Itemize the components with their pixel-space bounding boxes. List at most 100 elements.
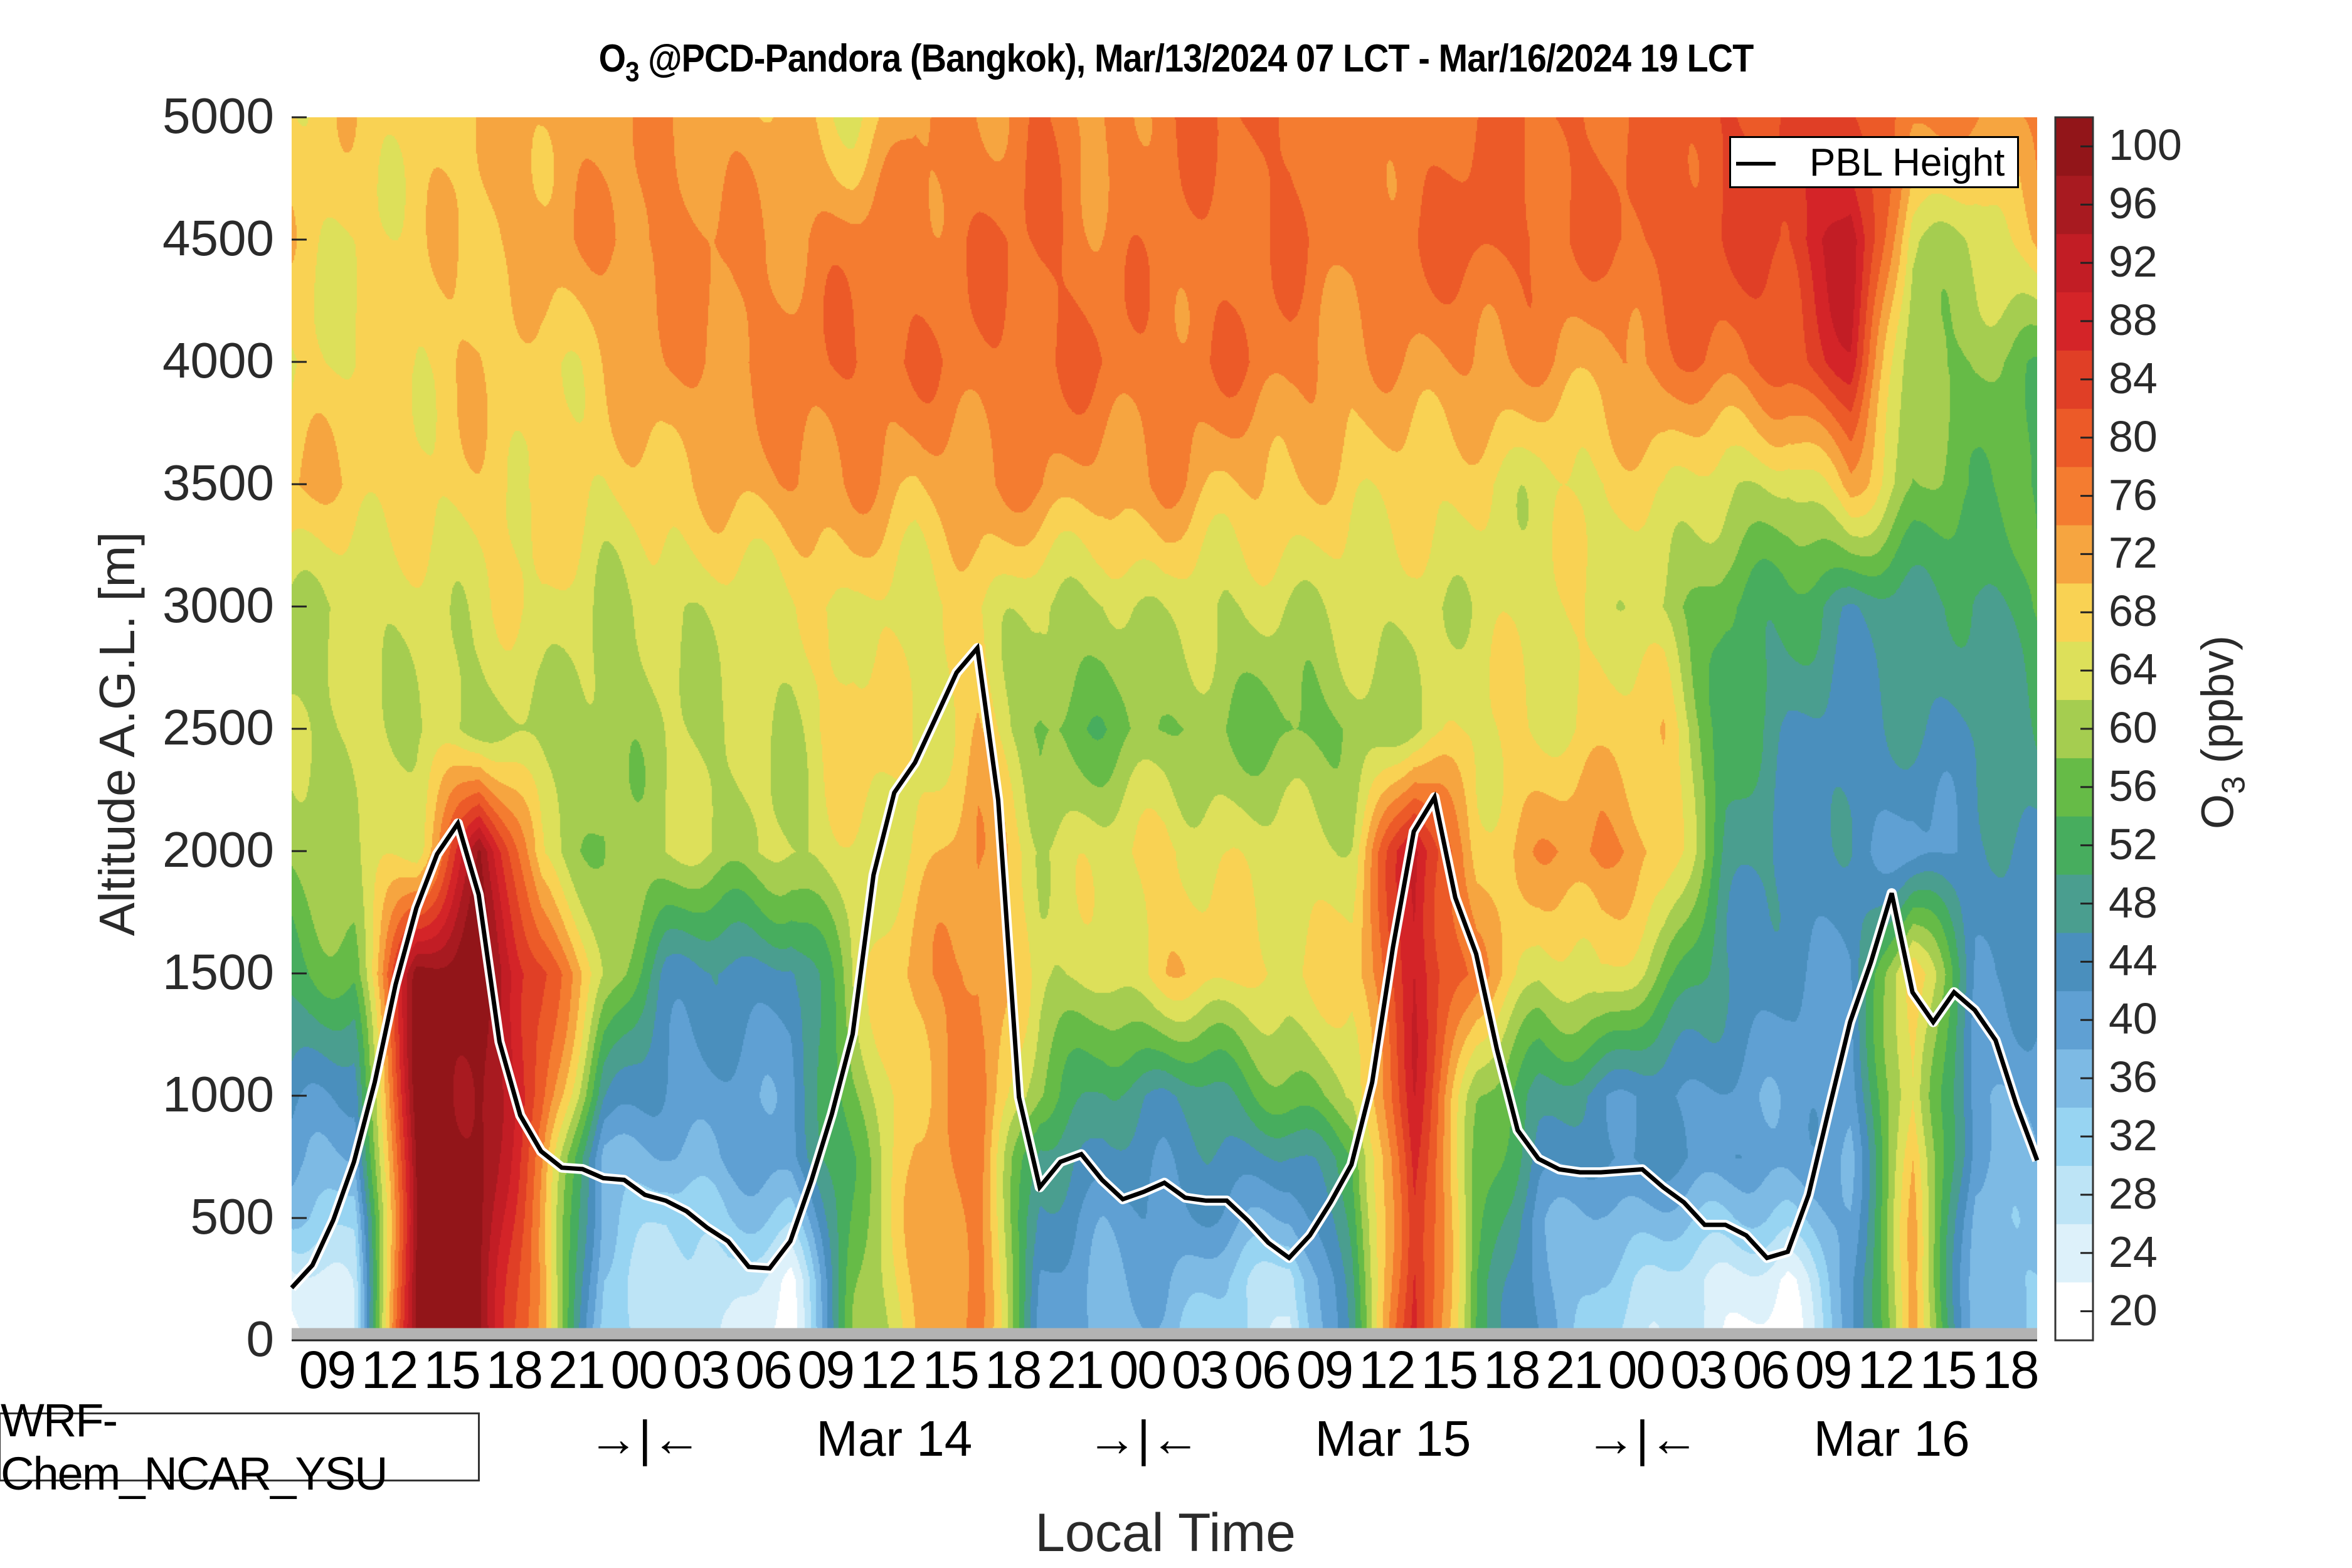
colorbar-tick-label: 36 [2109, 1052, 2158, 1102]
colorbar-tick-label: 60 [2109, 703, 2158, 752]
pbl-point [1308, 1234, 1311, 1237]
pbl-point [352, 1160, 356, 1163]
ground-mask [292, 1328, 2037, 1340]
pbl-point [809, 1180, 813, 1184]
y-tick-label: 1500 [162, 944, 274, 1000]
chart-title: O3 @PCD-Pandora (Bangkok), Mar/13/2024 0… [118, 36, 2235, 88]
pbl-point [768, 1266, 771, 1270]
pbl-point [664, 1199, 667, 1202]
pbl-point [851, 1032, 855, 1036]
pbl-point [1329, 1200, 1333, 1204]
colorbar-label-subscript: 3 [2215, 776, 2252, 795]
pbl-point [477, 893, 480, 896]
colorbar-tick-label: 92 [2109, 237, 2158, 287]
colorbar-tick-label: 32 [2109, 1111, 2158, 1160]
pbl-point [1952, 990, 1956, 994]
pbl-point [1807, 1193, 1811, 1197]
title-text: @PCD-Pandora (Bangkok), Mar/13/2024 07 L… [638, 37, 1754, 80]
pbl-point [518, 1113, 522, 1117]
x-tick-label: 15 [1919, 1340, 1977, 1399]
pbl-point [1724, 1223, 1727, 1227]
colorbar-tick-label: 28 [2109, 1168, 2158, 1218]
colorbar-tick-label: 24 [2109, 1227, 2158, 1276]
pbl-point [394, 983, 398, 987]
x-tick-label: 03 [672, 1340, 730, 1399]
pbl-point [1557, 1167, 1561, 1171]
x-tick-label: 06 [1732, 1340, 1790, 1399]
pbl-point [1100, 1178, 1104, 1182]
x-tick-label: 03 [1172, 1340, 1229, 1399]
pbl-point [373, 1081, 377, 1084]
colorbar [2054, 116, 2094, 1342]
colorbar-tick-label: 76 [2109, 470, 2158, 519]
colorbar-tick-label: 52 [2109, 819, 2158, 869]
colorbar-label: O3 (ppbv) [2192, 544, 2252, 921]
date-label: Mar 14 [816, 1411, 973, 1466]
pbl-point [1079, 1152, 1083, 1156]
pbl-point [1869, 960, 1873, 964]
ground-mask-strip [292, 1328, 2037, 1340]
pbl-height-series [288, 643, 2042, 1291]
x-tick-label: 12 [1359, 1340, 1416, 1399]
x-tick-label: 12 [361, 1340, 418, 1399]
x-tick-label: 06 [735, 1340, 792, 1399]
pbl-point [1973, 1009, 1977, 1012]
x-axis-label: Local Time [1035, 1503, 1296, 1563]
pbl-point [290, 1286, 294, 1290]
date-label: Mar 15 [1315, 1411, 1471, 1466]
pbl-point [581, 1167, 585, 1171]
pbl-point [1412, 830, 1416, 834]
x-tick-label: 18 [984, 1340, 1042, 1399]
pbl-point [643, 1193, 647, 1197]
pbl-point [1661, 1185, 1665, 1189]
x-tick-label: 00 [610, 1340, 668, 1399]
pbl-point [1453, 896, 1457, 899]
pbl-point [1225, 1199, 1229, 1202]
y-tick-label: 4000 [162, 332, 274, 388]
pbl-point [1184, 1196, 1187, 1200]
pbl-point [1619, 1169, 1623, 1173]
pbl-point [310, 1263, 314, 1267]
colorbar-tick-label: 80 [2109, 411, 2158, 461]
midnight-marker: →|← [1586, 1411, 1699, 1466]
colorbar-tick-label: 100 [2109, 120, 2182, 170]
pbl-point [1163, 1181, 1167, 1185]
colorbar-tick-label: 68 [2109, 586, 2158, 636]
colorbar-tick-label: 44 [2109, 936, 2158, 985]
y-tick-label: 3000 [162, 577, 274, 633]
pbl-point [1246, 1219, 1249, 1222]
colorbar-tick-label: 96 [2109, 179, 2158, 228]
y-tick-label: 2500 [162, 699, 274, 755]
pbl-point [1848, 1020, 1852, 1024]
pbl-point [706, 1226, 709, 1230]
pbl-point [1391, 945, 1395, 949]
pbl-point [1266, 1241, 1270, 1244]
colorbar-tick-label: 64 [2109, 645, 2158, 694]
pbl-point [1204, 1199, 1208, 1202]
title-species: O [598, 37, 626, 80]
x-tick-label: 12 [1857, 1340, 1914, 1399]
pbl-point [1765, 1256, 1769, 1260]
pbl-point [788, 1239, 792, 1243]
date-label: Mar 16 [1813, 1411, 1970, 1466]
pbl-point [1017, 1095, 1021, 1099]
x-tick-label: 03 [1670, 1340, 1727, 1399]
x-tick-label: 15 [1421, 1340, 1478, 1399]
model-name-box: WRF-Chem_NCAR_YSU [0, 1394, 480, 1500]
midnight-marker: →|← [1086, 1411, 1200, 1466]
pbl-line-halo [288, 643, 2042, 1291]
colorbar-tick-label: 88 [2109, 295, 2158, 344]
x-tick-label: 12 [860, 1340, 917, 1399]
pbl-point [684, 1209, 688, 1213]
x-tick-label: 00 [1109, 1340, 1167, 1399]
x-tick-label: 09 [299, 1340, 356, 1399]
pbl-point [1910, 990, 1914, 994]
y-tick-label: 5000 [162, 88, 274, 144]
pbl-point [539, 1150, 543, 1153]
pbl-point [601, 1176, 605, 1180]
pbl-point [726, 1239, 730, 1243]
pbl-point [1142, 1190, 1145, 1194]
pbl-point [1121, 1197, 1125, 1201]
legend-label: PBL Height [1809, 141, 2005, 184]
